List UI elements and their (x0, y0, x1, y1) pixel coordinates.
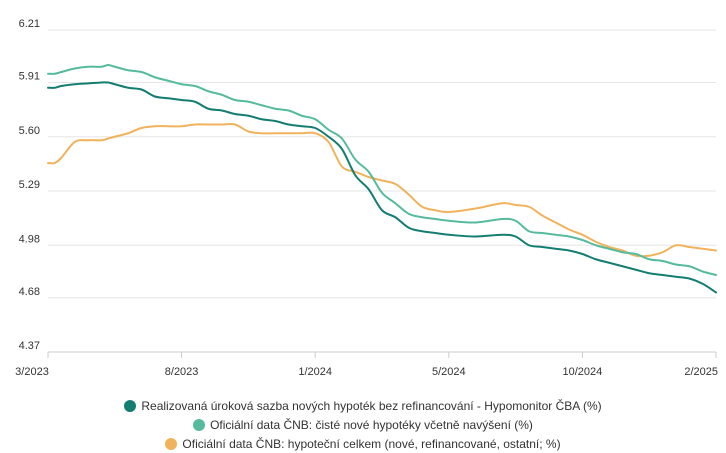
legend-marker (193, 418, 206, 431)
series-line-3 (47, 122, 717, 258)
x-tick-label: 10/2024 (563, 366, 603, 378)
y-tick-label: 5.29 (19, 179, 40, 191)
x-tick-label: 2/2025 (684, 366, 718, 378)
legend-item-1[interactable]: Realizovaná úroková sazba nových hypoték… (0, 396, 726, 415)
legend: Realizovaná úroková sazba nových hypoték… (0, 396, 726, 453)
legend-marker (124, 399, 137, 412)
legend-marker (165, 437, 178, 450)
legend-label: Oficiální data ČNB: čisté nové hypotéky … (210, 417, 533, 432)
x-tick-label: 3/2023 (15, 366, 49, 378)
y-tick-label: 4.98 (19, 233, 40, 245)
x-tick-label: 1/2024 (298, 366, 332, 378)
series-line-1 (47, 81, 717, 294)
series-lines (47, 64, 717, 294)
y-tick-label: 4.37 (19, 340, 40, 352)
series-line-2 (47, 64, 717, 276)
x-tick-label: 5/2024 (432, 366, 466, 378)
y-tick-label: 5.91 (19, 71, 40, 83)
y-tick-label: 4.68 (19, 286, 40, 298)
legend-item-3[interactable]: Oficiální data ČNB: hypoteční celkem (no… (0, 434, 726, 453)
y-tick-label: 5.60 (19, 125, 40, 137)
grid-lines (48, 29, 716, 353)
legend-label: Oficiální data ČNB: hypoteční celkem (no… (182, 436, 561, 451)
axes: 4.37 4.68 4.98 5.29 5.60 5.91 6.21 3/2023 8/2023… (15, 18, 718, 378)
legend-item-2[interactable]: Oficiální data ČNB: čisté nové hypotéky … (0, 415, 726, 434)
x-tick-label: 8/2023 (165, 366, 199, 378)
legend-label: Realizovaná úroková sazba nových hypoték… (141, 398, 602, 413)
y-tick-label: 6.21 (19, 18, 40, 30)
line-chart-plot: 4.37 4.68 4.98 5.29 5.60 5.91 6.21 3/2023 8/2023… (15, 18, 718, 378)
